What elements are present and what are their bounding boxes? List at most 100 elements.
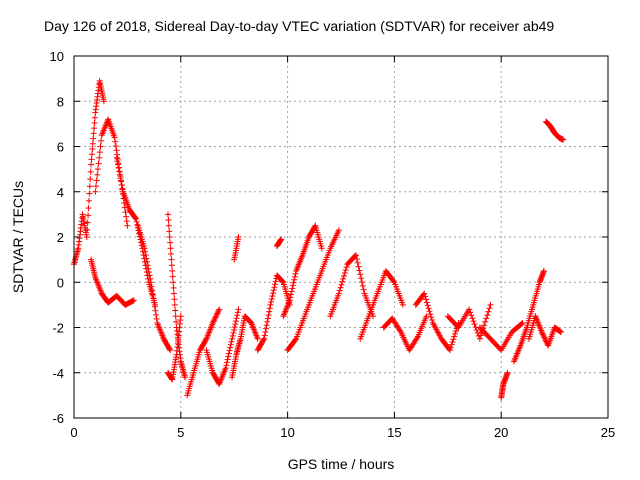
data-point-interp bbox=[358, 279, 365, 286]
data-point-interp bbox=[223, 362, 230, 369]
data-point-interp bbox=[288, 291, 295, 298]
data-point-interp bbox=[96, 154, 103, 161]
data-point-interp bbox=[338, 281, 345, 288]
data-point-interp bbox=[210, 318, 217, 325]
data-point-interp bbox=[116, 168, 123, 175]
data-point-interp bbox=[271, 284, 278, 291]
data-point-interp bbox=[153, 315, 160, 322]
data-point-interp bbox=[170, 284, 177, 291]
data-point-interp bbox=[112, 143, 119, 150]
data-point-interp bbox=[84, 226, 91, 233]
data-point-interp bbox=[230, 326, 237, 333]
data-point-interp bbox=[93, 177, 100, 184]
data-point-interp bbox=[356, 267, 363, 274]
data-point-interp bbox=[230, 329, 237, 336]
data-point-interp bbox=[225, 350, 232, 357]
data-point-interp bbox=[423, 296, 430, 303]
data-point-interp bbox=[166, 234, 173, 240]
data-point-interp bbox=[214, 309, 221, 316]
data-point-interp bbox=[150, 295, 157, 302]
data-point-interp bbox=[289, 282, 296, 289]
y-tick-label: 2 bbox=[57, 230, 64, 245]
data-point-interp bbox=[262, 329, 269, 336]
data-point-interp bbox=[270, 290, 277, 297]
data-point-interp bbox=[98, 137, 105, 144]
data-point-interp bbox=[132, 214, 139, 221]
data-point-interp bbox=[143, 255, 150, 262]
data-point-interp bbox=[396, 327, 403, 334]
data-point-interp bbox=[541, 335, 548, 342]
data-point-interp bbox=[224, 356, 231, 363]
data-point-interp bbox=[171, 296, 178, 303]
data-point-interp bbox=[264, 315, 271, 322]
data-point-interp bbox=[171, 301, 178, 308]
data-point-interp bbox=[147, 275, 154, 282]
data-point-interp bbox=[145, 269, 152, 276]
grid-layer bbox=[74, 56, 608, 418]
data-point-interp bbox=[360, 286, 367, 293]
data-point bbox=[222, 365, 229, 372]
data-point-interp bbox=[342, 267, 349, 274]
data-point-interp bbox=[292, 270, 299, 277]
data-point-interp bbox=[467, 309, 474, 316]
data-point-interp bbox=[471, 321, 478, 328]
data-point-interp bbox=[225, 353, 232, 360]
data-point-interp bbox=[485, 308, 492, 315]
data-point-interp bbox=[474, 329, 481, 336]
data-point-interp bbox=[167, 245, 174, 252]
data-point bbox=[423, 313, 430, 320]
data-point-interp bbox=[468, 312, 475, 319]
data-point-interp bbox=[540, 331, 547, 338]
data-point-interp bbox=[226, 347, 233, 354]
data-point-interp bbox=[168, 262, 175, 269]
data-point bbox=[519, 319, 526, 326]
data-point bbox=[466, 306, 473, 313]
data-point bbox=[278, 236, 285, 243]
y-tick-label: 0 bbox=[57, 275, 64, 290]
data-point bbox=[540, 267, 547, 274]
data-point-interp bbox=[311, 223, 318, 230]
data-point bbox=[538, 329, 545, 336]
data-point-interp bbox=[358, 275, 365, 282]
data-point-interp bbox=[115, 164, 122, 171]
data-point-interp bbox=[213, 311, 220, 318]
data-point-interp bbox=[146, 272, 153, 279]
data-point bbox=[113, 154, 120, 161]
data-point-interp bbox=[353, 255, 360, 262]
x-tick-label: 5 bbox=[177, 425, 184, 440]
data-point bbox=[182, 374, 189, 381]
data-point-interp bbox=[264, 318, 271, 325]
data-point-interp bbox=[336, 287, 343, 294]
data-point bbox=[504, 369, 511, 376]
data-point-interp bbox=[152, 307, 159, 314]
data-point-interp bbox=[122, 209, 129, 216]
data-point-interp bbox=[90, 135, 97, 142]
data-point-interp bbox=[423, 299, 430, 306]
data-point-interp bbox=[151, 299, 158, 306]
data-point-interp bbox=[354, 259, 361, 266]
data-point-interp bbox=[447, 344, 454, 351]
data-point-interp bbox=[142, 252, 149, 259]
y-tick-label: 4 bbox=[57, 185, 64, 200]
data-point-interp bbox=[93, 183, 100, 190]
data-point bbox=[169, 267, 176, 274]
data-point-interp bbox=[541, 334, 548, 341]
data-point bbox=[111, 134, 118, 141]
data-point bbox=[335, 227, 342, 234]
data-point-interp bbox=[90, 130, 97, 137]
data-point-interp bbox=[89, 145, 96, 152]
data-point-interp bbox=[119, 185, 126, 192]
x-tick-label: 25 bbox=[601, 425, 615, 440]
data-point-interp bbox=[270, 287, 277, 294]
data-point bbox=[147, 279, 154, 286]
data-point bbox=[335, 290, 342, 297]
data-point-interp bbox=[482, 318, 489, 325]
data-point-interp bbox=[260, 336, 267, 343]
data-point-interp bbox=[355, 263, 362, 270]
data-point-interp bbox=[151, 303, 158, 310]
data-point-interp bbox=[481, 322, 488, 329]
data-point-interp bbox=[211, 317, 218, 324]
data-point-interp bbox=[425, 305, 432, 312]
data-point-interp bbox=[213, 313, 220, 320]
data-point-interp bbox=[113, 147, 120, 154]
